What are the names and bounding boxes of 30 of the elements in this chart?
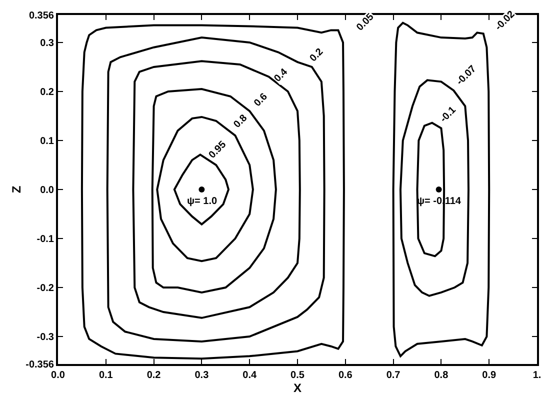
y-tick-label: 0.2	[40, 86, 54, 98]
x-tick-label: 0.6	[338, 370, 353, 381]
x-tick-label: 0.9	[482, 370, 496, 381]
y-tick-label: 0.3	[40, 38, 54, 49]
annotation: 0.2	[308, 46, 326, 64]
annotation: 0.8	[232, 112, 250, 130]
x-axis-title: X	[293, 381, 302, 395]
x-tick-label: 0.7	[386, 370, 401, 381]
x-tick-label: 0.1	[98, 370, 114, 381]
x-tick-label: 0.0	[51, 370, 66, 381]
annotation: 0.95	[206, 139, 229, 161]
y-tick-label: -0.356	[26, 360, 54, 370]
y-tick-label: -0.3	[36, 332, 54, 344]
y-tick-label: 0.356	[28, 10, 54, 22]
x-tick-label: 0.5	[290, 370, 305, 381]
annotation: -0.1	[438, 104, 459, 125]
x-tick-label: 1.	[532, 370, 542, 381]
x-tick-label: 0.8	[434, 370, 449, 381]
y-axis-title: Z	[9, 186, 24, 194]
y-tick-label: -0.2	[36, 283, 54, 294]
y-tick-label: 0.1	[40, 136, 54, 147]
x-tick-label: 0.4	[242, 370, 257, 381]
x-tick-label: 0.3	[194, 370, 210, 381]
annotation: 0.05	[354, 11, 377, 34]
x-tick-label: 0.2	[146, 370, 162, 381]
annotation: 0.6	[252, 91, 270, 110]
y-tick-label: -0.1	[36, 234, 54, 246]
annotation: ψ= 1.0	[187, 196, 218, 207]
y-tick-label: 0.0	[40, 185, 54, 196]
annotation: 0.4	[272, 66, 290, 84]
